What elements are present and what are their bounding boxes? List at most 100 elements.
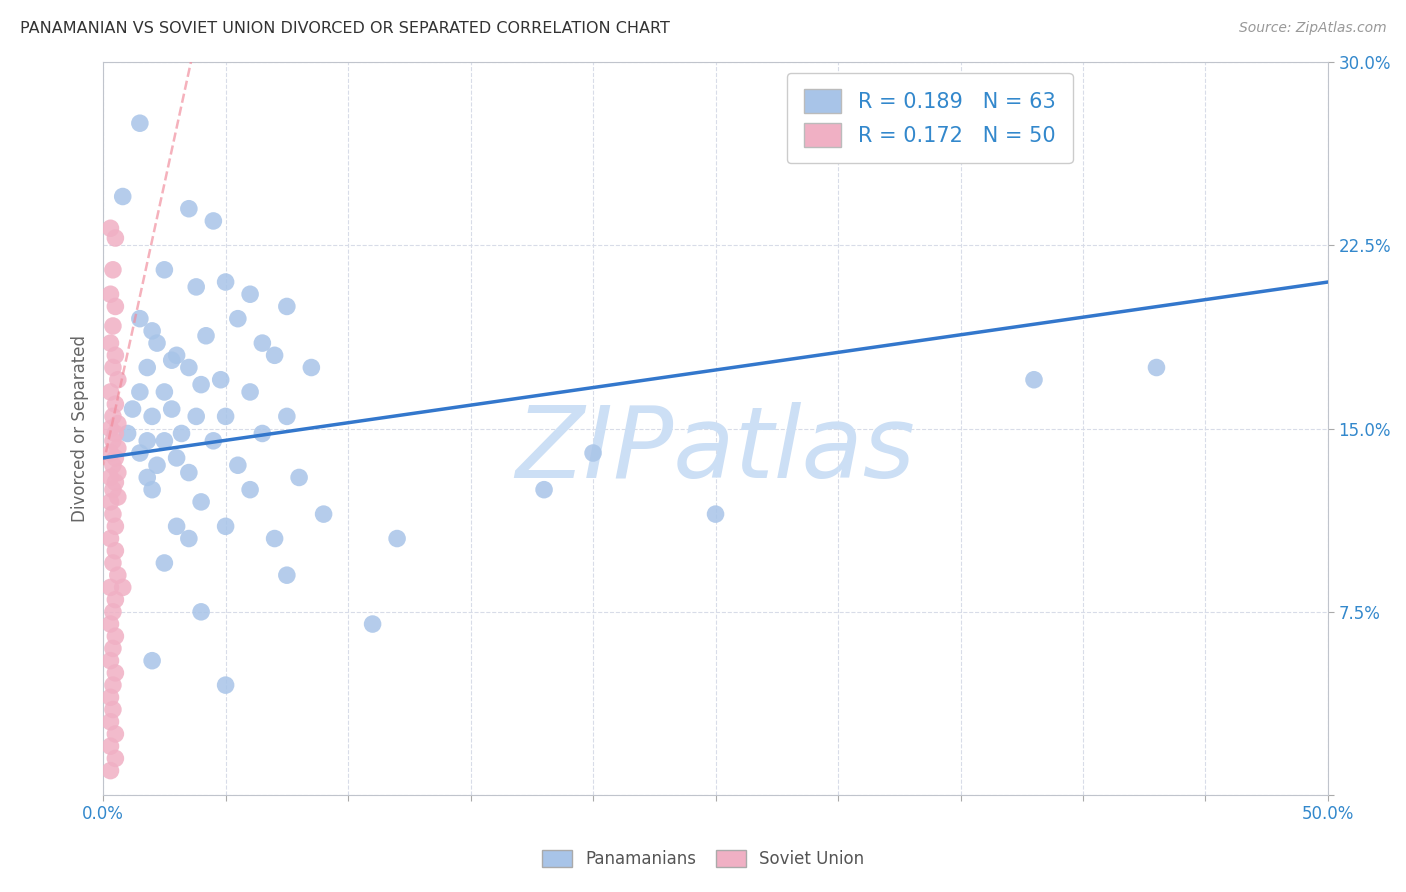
Point xyxy=(153,434,176,448)
Point xyxy=(136,434,159,448)
Point xyxy=(104,543,127,558)
Point xyxy=(312,507,335,521)
Point xyxy=(166,519,188,533)
Point xyxy=(104,727,127,741)
Point xyxy=(101,641,124,656)
Text: ZIPatlas: ZIPatlas xyxy=(516,402,915,500)
Point xyxy=(263,348,285,362)
Point xyxy=(101,483,124,497)
Point xyxy=(276,409,298,424)
Point xyxy=(288,470,311,484)
Point xyxy=(100,221,122,235)
Point xyxy=(190,495,212,509)
Legend: R = 0.189   N = 63, R = 0.172   N = 50: R = 0.189 N = 63, R = 0.172 N = 50 xyxy=(787,72,1073,163)
Point xyxy=(101,262,124,277)
Point xyxy=(214,409,236,424)
Point xyxy=(202,434,225,448)
Point xyxy=(153,262,176,277)
Point xyxy=(101,360,124,375)
Point xyxy=(107,568,129,582)
Point xyxy=(146,458,169,473)
Point xyxy=(153,556,176,570)
Text: PANAMANIAN VS SOVIET UNION DIVORCED OR SEPARATED CORRELATION CHART: PANAMANIAN VS SOVIET UNION DIVORCED OR S… xyxy=(20,21,669,37)
Point xyxy=(239,384,262,399)
Point xyxy=(276,300,298,314)
Point xyxy=(100,764,122,778)
Point xyxy=(160,353,183,368)
Point xyxy=(214,275,236,289)
Point xyxy=(100,287,122,301)
Point xyxy=(704,507,727,521)
Point xyxy=(100,384,122,399)
Point xyxy=(239,483,262,497)
Point xyxy=(141,409,163,424)
Point xyxy=(101,434,124,448)
Point xyxy=(104,665,127,680)
Point xyxy=(146,336,169,351)
Point xyxy=(160,402,183,417)
Point xyxy=(107,441,129,455)
Point xyxy=(252,426,274,441)
Point xyxy=(141,654,163,668)
Point xyxy=(100,495,122,509)
Point xyxy=(276,568,298,582)
Point xyxy=(107,466,129,480)
Point xyxy=(177,532,200,546)
Point xyxy=(100,336,122,351)
Point xyxy=(104,629,127,643)
Point xyxy=(104,475,127,490)
Point xyxy=(166,450,188,465)
Point xyxy=(107,490,129,504)
Point xyxy=(100,421,122,435)
Point xyxy=(239,287,262,301)
Point xyxy=(153,384,176,399)
Point xyxy=(104,519,127,533)
Point xyxy=(107,417,129,431)
Point xyxy=(111,581,134,595)
Point xyxy=(128,446,150,460)
Point xyxy=(195,328,218,343)
Point xyxy=(107,373,129,387)
Point xyxy=(263,532,285,546)
Point xyxy=(1146,360,1168,375)
Point xyxy=(111,189,134,203)
Point xyxy=(190,605,212,619)
Point xyxy=(214,519,236,533)
Point xyxy=(385,532,408,546)
Point xyxy=(104,592,127,607)
Point xyxy=(100,532,122,546)
Point xyxy=(101,702,124,716)
Point xyxy=(361,617,384,632)
Point xyxy=(104,231,127,245)
Point xyxy=(214,678,236,692)
Point xyxy=(100,690,122,705)
Point xyxy=(177,360,200,375)
Point xyxy=(226,458,249,473)
Point xyxy=(100,470,122,484)
Point xyxy=(101,507,124,521)
Point xyxy=(100,581,122,595)
Point xyxy=(128,116,150,130)
Point xyxy=(101,318,124,333)
Point xyxy=(226,311,249,326)
Point xyxy=(128,384,150,399)
Point xyxy=(582,446,605,460)
Point xyxy=(141,324,163,338)
Legend: Panamanians, Soviet Union: Panamanians, Soviet Union xyxy=(534,843,872,875)
Point xyxy=(101,605,124,619)
Point xyxy=(104,450,127,465)
Point xyxy=(177,202,200,216)
Point xyxy=(141,483,163,497)
Point xyxy=(100,739,122,754)
Point xyxy=(101,678,124,692)
Point xyxy=(104,426,127,441)
Point xyxy=(100,654,122,668)
Point xyxy=(100,446,122,460)
Point xyxy=(104,348,127,362)
Point xyxy=(177,466,200,480)
Text: Source: ZipAtlas.com: Source: ZipAtlas.com xyxy=(1239,21,1386,36)
Point xyxy=(299,360,322,375)
Point xyxy=(202,214,225,228)
Point xyxy=(252,336,274,351)
Point xyxy=(136,470,159,484)
